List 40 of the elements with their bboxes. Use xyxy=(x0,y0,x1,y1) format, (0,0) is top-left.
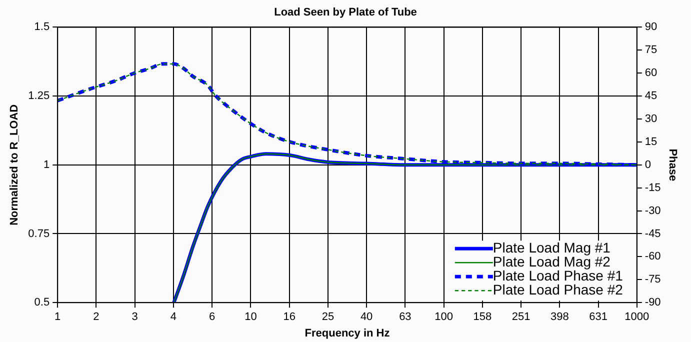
x-tick-label: 251 xyxy=(512,311,530,324)
y2-tick-label: 60 xyxy=(644,67,658,80)
x-tick-label: 6 xyxy=(209,311,216,324)
chart-title: Load Seen by Plate of Tube xyxy=(274,6,417,19)
y2-axis-title: Phase xyxy=(666,148,678,182)
x-tick-label: 25 xyxy=(322,311,334,324)
y-tick-label: 0.5 xyxy=(34,296,50,309)
x-tick-label: 1000 xyxy=(624,311,650,324)
y-tick-label: 1 xyxy=(43,158,50,171)
y2-tick-label: -45 xyxy=(644,228,661,240)
y2-tick-label: -30 xyxy=(644,204,661,217)
x-tick-label: 398 xyxy=(550,311,569,324)
x-tick-label: 3 xyxy=(132,311,138,324)
x-tick-label: 1 xyxy=(54,311,61,324)
x-axis-title: Frequency in Hz xyxy=(304,327,390,340)
y2-tick-label: 90 xyxy=(644,21,658,34)
x-tick-label: 2 xyxy=(93,311,100,324)
x-tick-label: 16 xyxy=(283,311,296,324)
y-tick-label: 1.5 xyxy=(34,21,50,34)
y2-tick-label: -75 xyxy=(644,274,661,286)
y2-tick-label: -90 xyxy=(644,296,661,309)
y2-tick-label: -15 xyxy=(644,182,661,194)
y-tick-label: 1.25 xyxy=(28,90,50,102)
y2-tick-label: -60 xyxy=(644,250,661,263)
y2-tick-label: 45 xyxy=(644,90,658,102)
x-tick-label: 63 xyxy=(399,311,412,324)
y2-tick-label: 30 xyxy=(644,113,658,126)
y2-tick-label: 75 xyxy=(644,44,658,56)
y-axis-title: Normalized to R_LOAD xyxy=(8,104,21,226)
legend-label: Plate Load Mag #1 xyxy=(492,239,611,256)
x-tick-label: 40 xyxy=(360,311,373,324)
y2-tick-label: 0 xyxy=(644,158,652,171)
x-tick-label: 4 xyxy=(170,311,177,324)
y-tick-label: 0.75 xyxy=(28,228,50,240)
y2-tick-label: 15 xyxy=(644,136,658,148)
x-tick-label: 158 xyxy=(473,311,492,324)
x-tick-label: 10 xyxy=(244,311,257,324)
x-tick-label: 631 xyxy=(589,311,608,324)
legend-label: Plate Load Phase #2 xyxy=(492,281,624,298)
x-tick-label: 100 xyxy=(434,311,453,324)
